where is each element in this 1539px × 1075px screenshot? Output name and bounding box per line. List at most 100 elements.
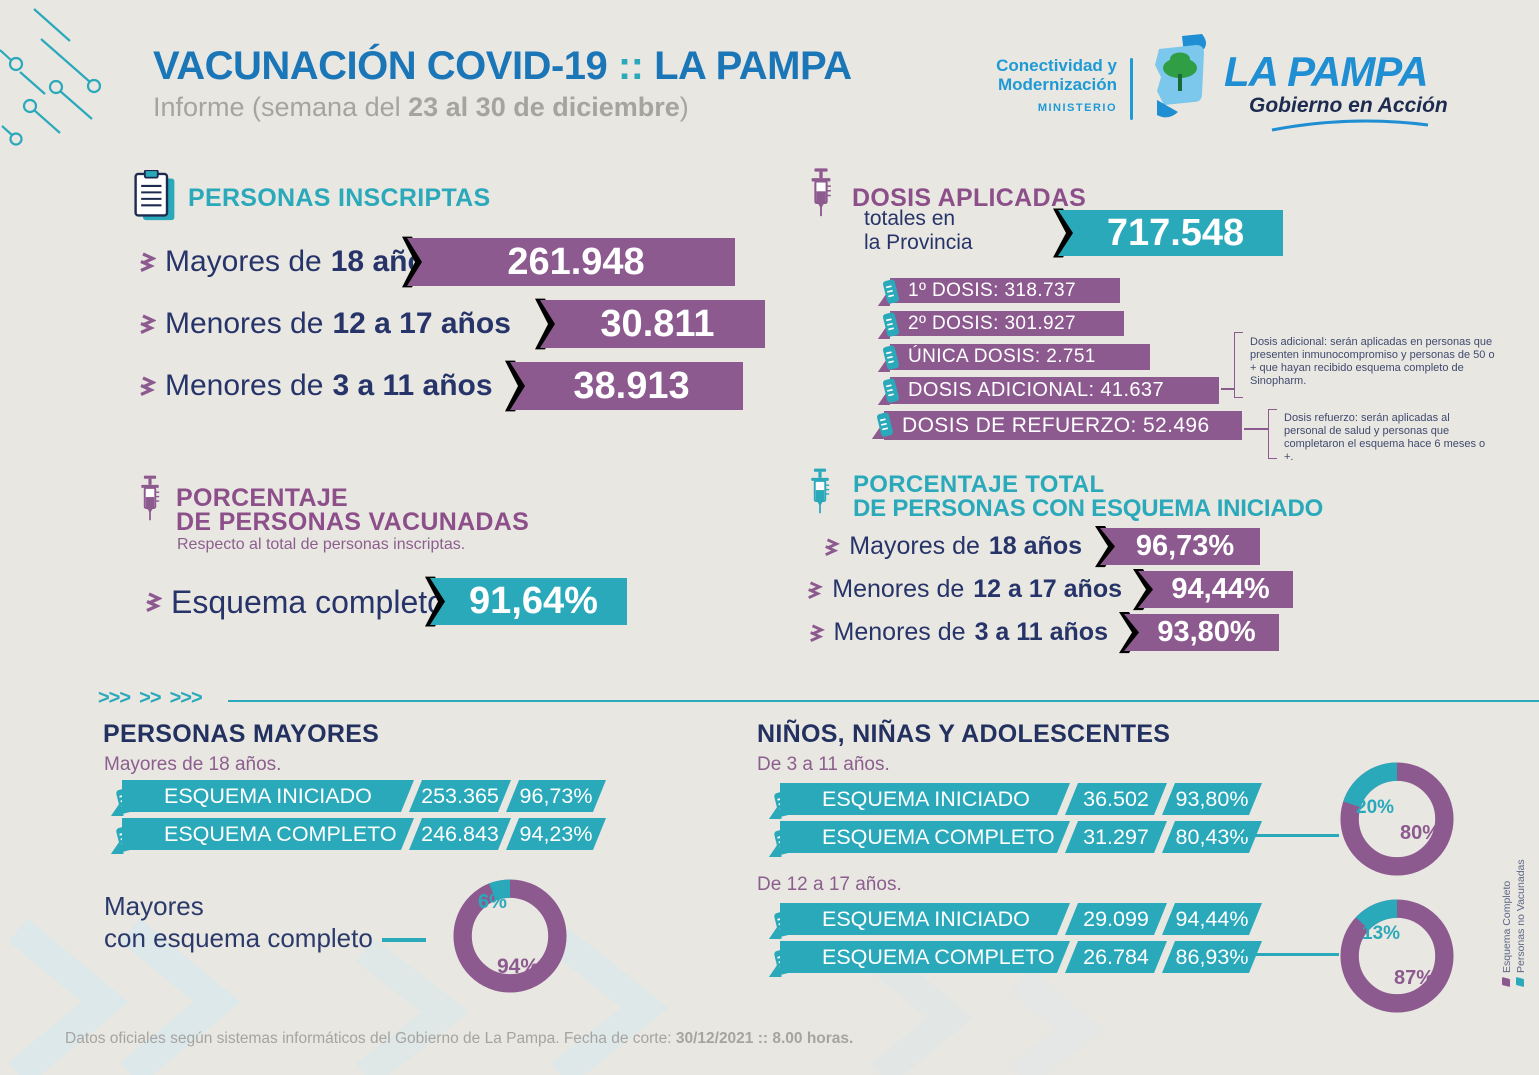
double-chevron-icon bbox=[140, 252, 156, 272]
row-label: ESQUEMA INICIADO bbox=[780, 903, 1070, 935]
table-row: ESQUEMA INICIADO 29.099 94,44% bbox=[780, 903, 1262, 935]
label-pre: Menores de bbox=[165, 307, 324, 340]
donut-chart-3-11 bbox=[1340, 762, 1454, 876]
brand-swoosh bbox=[1271, 119, 1429, 132]
donut-label-main: 87% bbox=[1394, 967, 1435, 989]
vial-icon bbox=[876, 344, 902, 374]
title-place: LA PAMPA bbox=[654, 44, 852, 88]
syringe-icon bbox=[806, 465, 834, 523]
legend-marker-purple bbox=[1502, 977, 1510, 987]
legend-marker-teal bbox=[1516, 977, 1524, 987]
subtitle-post: ) bbox=[679, 92, 689, 122]
stat-label: Mayores de 18 años bbox=[824, 528, 1082, 565]
value-banner: 30.811 bbox=[528, 300, 765, 348]
ministry-line3: MINISTERIO bbox=[1037, 102, 1117, 114]
label: Esquema completo bbox=[171, 583, 445, 620]
vial-icon bbox=[876, 311, 902, 341]
value-banner: 96,73% bbox=[1088, 528, 1260, 565]
label-pre: Mayores de bbox=[849, 532, 980, 560]
vacunadas-heading-1: PORCENTAJE bbox=[176, 484, 349, 512]
table-row: ESQUEMA INICIADO 253.365 96,73% bbox=[122, 780, 606, 812]
row-label: ESQUEMA INICIADO bbox=[122, 780, 414, 812]
iniciado-heading-2: DE PERSONAS CON ESQUEMA INICIADO bbox=[853, 495, 1324, 522]
ministry-line1: Conectividad y bbox=[996, 56, 1117, 75]
dosis-subheading-2: la Provincia bbox=[864, 231, 973, 254]
donut-label-small: 13% bbox=[1362, 923, 1401, 944]
donut-label-main: 80% bbox=[1400, 822, 1441, 844]
syringe-icon bbox=[806, 167, 836, 224]
la-pampa-logo bbox=[1155, 34, 1206, 118]
label-bold: 3 a 11 años bbox=[974, 618, 1108, 646]
label-pre: Menores de bbox=[165, 369, 324, 402]
row-value: 29.099 bbox=[1065, 903, 1167, 935]
banner-value: 94,44% bbox=[1138, 571, 1293, 608]
note-connector bbox=[1244, 428, 1268, 430]
iniciado-heading-1: PORCENTAJE TOTAL bbox=[853, 471, 1105, 498]
note-refuerzo: Dosis refuerzo: serán aplicadas al perso… bbox=[1284, 412, 1486, 463]
row-value: 246.843 bbox=[409, 818, 511, 850]
inscriptas-heading: PERSONAS INSCRIPTAS bbox=[188, 184, 491, 212]
ministry-line2: Modernización bbox=[997, 75, 1117, 94]
vacunadas-subheading: Respecto al total de personas inscriptas… bbox=[177, 536, 466, 553]
label-pre: Menores de bbox=[832, 575, 965, 603]
caption-line2: con esquema completo bbox=[104, 923, 373, 953]
row-label: ESQUEMA INICIADO bbox=[780, 783, 1070, 815]
row-label: ESQUEMA COMPLETO bbox=[780, 941, 1070, 973]
footer-text: Datos oficiales según sistemas informáti… bbox=[65, 1030, 853, 1048]
donut-chart-12-17 bbox=[1340, 899, 1454, 1013]
dose-row: 2º DOSIS: 301.927 bbox=[890, 311, 1124, 336]
dose-row: DOSIS ADICIONAL: 41.637 bbox=[890, 377, 1219, 404]
footer-date: 30/12/2021 :: 8.00 horas. bbox=[675, 1030, 854, 1047]
ninos-heading: NIÑOS, NIÑAS Y ADOLESCENTES bbox=[757, 720, 1171, 748]
row-pct: 94,23% bbox=[506, 818, 606, 850]
double-chevron-icon bbox=[807, 581, 823, 599]
caption-line1: Mayores bbox=[104, 891, 204, 921]
legend-item: Esquema Completo bbox=[1500, 836, 1514, 987]
row-value: 26.784 bbox=[1065, 941, 1167, 973]
row-label: ESQUEMA COMPLETO bbox=[780, 821, 1070, 853]
ninos-sub-3-11: De 3 a 11 años. bbox=[757, 754, 890, 775]
caption-dash bbox=[382, 938, 426, 942]
row-label: ESQUEMA COMPLETO bbox=[122, 818, 414, 850]
banner-value: 717.548 bbox=[1058, 210, 1283, 256]
dosis-subheading-1: totales en bbox=[864, 207, 956, 230]
circuit-decoration bbox=[0, 8, 102, 146]
legend-label: Personas no Vacunadas bbox=[1515, 859, 1527, 973]
brand-subtitle: Gobierno en Acción bbox=[1249, 94, 1448, 117]
subtitle-pre: Informe (semana del bbox=[153, 92, 409, 122]
vacunadas-heading-2: DE PERSONAS VACUNADAS bbox=[176, 508, 530, 536]
donut-label-small: 20% bbox=[1356, 797, 1395, 818]
footer-pre: Datos oficiales según sistemas informáti… bbox=[65, 1030, 676, 1047]
row-pct: 86,93% bbox=[1162, 941, 1262, 973]
double-chevron-icon bbox=[140, 376, 156, 396]
stat-label: Menores de 12 a 17 años bbox=[140, 300, 511, 348]
row-value: 31.297 bbox=[1065, 821, 1167, 853]
stat-label: Menores de 3 a 11 años bbox=[809, 614, 1108, 651]
mayores-subheading: Mayores de 18 años. bbox=[104, 754, 282, 775]
banner-value: 261.948 bbox=[407, 238, 735, 286]
brand-la-pampa: LA PAMPA bbox=[1224, 48, 1429, 95]
page-title: VACUNACIÓN COVID-19 :: LA PAMPA bbox=[153, 44, 852, 89]
note-bracket bbox=[1234, 332, 1243, 398]
stat-label: Menores de 12 a 17 años bbox=[807, 571, 1122, 608]
double-chevron-icon bbox=[146, 592, 162, 612]
table-row: ESQUEMA COMPLETO 31.297 80,43% bbox=[780, 821, 1262, 853]
donut-legend: Esquema Completo Personas no Vacunadas bbox=[1500, 836, 1528, 987]
banner-value: 30.811 bbox=[540, 300, 765, 348]
donut-label-small: 6% bbox=[478, 891, 507, 913]
dose-row: 1º DOSIS: 318.737 bbox=[890, 278, 1120, 303]
note-adicional: Dosis adicional: serán aplicadas en pers… bbox=[1250, 336, 1495, 387]
double-chevron-icon bbox=[140, 314, 156, 334]
stat-label: Esquema completo bbox=[146, 580, 445, 624]
page-subtitle: Informe (semana del 23 al 30 de diciembr… bbox=[153, 92, 689, 123]
row-pct: 94,44% bbox=[1162, 903, 1262, 935]
label-pre: Menores de bbox=[833, 618, 966, 646]
dose-text: 2º DOSIS: 301.927 bbox=[908, 312, 1076, 334]
table-row: ESQUEMA INICIADO 36.502 93,80% bbox=[780, 783, 1262, 815]
dose-text: ÚNICA DOSIS: 2.751 bbox=[908, 346, 1096, 367]
banner-value: 93,80% bbox=[1124, 614, 1279, 651]
ministry-name: Conectividad y Modernización MINISTERIO bbox=[955, 56, 1117, 118]
row-pct: 93,80% bbox=[1162, 783, 1262, 815]
total-doses-banner: 717.548 bbox=[1046, 210, 1283, 256]
mayores-heading: PERSONAS MAYORES bbox=[103, 720, 380, 748]
